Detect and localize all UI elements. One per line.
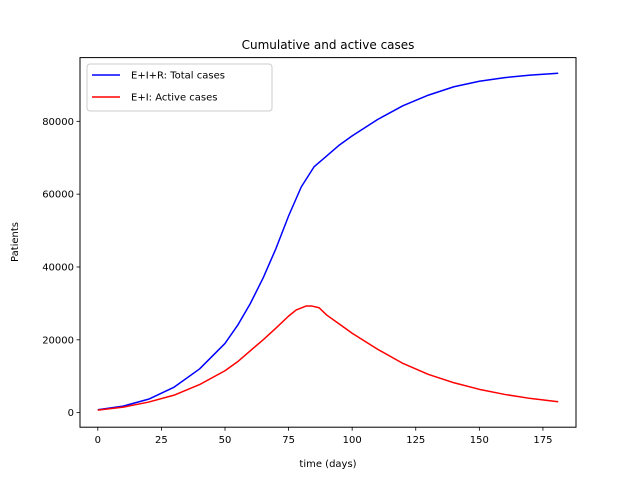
series-line-1 — [97, 72, 559, 411]
legend: E+I+R: Total cases E+I: Active cases — [86, 63, 273, 112]
x-tick-label: 50 — [219, 435, 232, 446]
series-layer — [97, 72, 559, 411]
plot-area — [79, 57, 577, 428]
x-tick-label: 25 — [155, 435, 168, 446]
x-tick-label: 0 — [95, 435, 101, 446]
y-tick-label: 20000 — [42, 335, 74, 346]
x-tick-label: 150 — [470, 435, 489, 446]
legend-label-1: E+I+R: Total cases — [131, 71, 225, 82]
chart-title: Cumulative and active cases — [242, 38, 415, 52]
y-tick-label: 40000 — [42, 262, 74, 273]
x-axis: 0 25 50 75 100 125 150 175 — [95, 427, 552, 446]
x-tick-label: 125 — [406, 435, 425, 446]
legend-box — [86, 63, 273, 112]
legend-label-2: E+I: Active cases — [131, 93, 218, 104]
x-tick-label: 75 — [282, 435, 295, 446]
y-tick-label: 0 — [68, 408, 74, 419]
x-tick-label: 100 — [343, 435, 362, 446]
y-tick-label: 60000 — [42, 190, 74, 201]
y-axis: 0 20000 40000 60000 80000 — [42, 117, 80, 419]
axes-frame — [79, 57, 577, 428]
y-tick-label: 80000 — [42, 117, 74, 128]
y-axis-title: Patients — [10, 222, 21, 262]
x-tick-label: 175 — [533, 435, 552, 446]
x-axis-title: time (days) — [299, 459, 356, 470]
series-line-2 — [97, 305, 559, 411]
